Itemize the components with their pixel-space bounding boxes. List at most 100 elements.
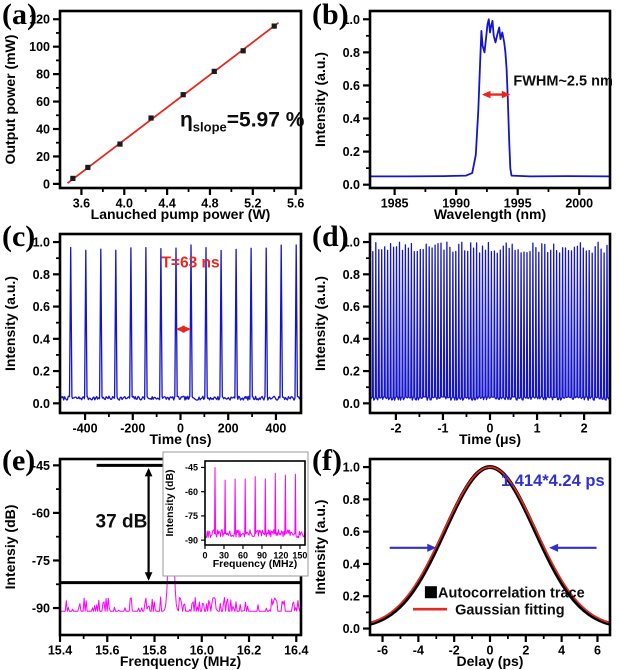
svg-text:2000: 2000 [565,196,593,210]
svg-text:FWHM~2.5 nm: FWHM~2.5 nm [513,74,613,90]
svg-text:15.8: 15.8 [142,643,166,657]
svg-text:-75: -75 [185,511,198,521]
svg-text:Intensity (a.u.): Intensity (a.u.) [312,500,328,595]
svg-text:Delay (ps): Delay (ps) [457,653,524,669]
svg-text:-75: -75 [32,554,50,568]
svg-text:60: 60 [238,550,248,560]
svg-text:16.4: 16.4 [284,643,308,657]
svg-text:-45: -45 [32,459,50,473]
svg-text:-2: -2 [449,643,460,657]
svg-text:-45: -45 [185,463,198,473]
svg-text:-200: -200 [120,421,145,435]
svg-text:-60: -60 [185,487,198,497]
svg-text:1985: 1985 [381,196,409,210]
svg-text:0.6: 0.6 [343,300,360,314]
svg-text:30: 30 [219,550,229,560]
svg-text:4: 4 [558,643,565,657]
svg-text:4.0: 4.0 [116,196,133,210]
svg-text:-4: -4 [413,643,424,657]
svg-text:0.2: 0.2 [343,365,360,379]
svg-text:1: 1 [534,421,541,435]
svg-text:3.6: 3.6 [73,196,90,210]
panel-d-plot: -2 -1 0 1 2 0.0 0.2 0.4 0.6 0.8 1.0 Time (μs) Intens… [312,232,612,447]
panel-e-label: (e) [2,444,36,477]
svg-text:2: 2 [581,421,588,435]
svg-text:Time (ns): Time (ns) [150,431,212,447]
svg-text:1.0: 1.0 [343,13,360,27]
svg-text:90: 90 [257,550,267,560]
svg-text:Wavelength (nm): Wavelength (nm) [434,206,546,222]
svg-text:0.0: 0.0 [343,178,360,192]
svg-text:Intensity (a.u.): Intensity (a.u.) [312,276,328,371]
svg-text:6: 6 [594,643,601,657]
svg-text:15.4: 15.4 [48,643,72,657]
svg-text:0: 0 [202,550,207,560]
panel-c-label: (c) [2,220,36,253]
panel-f-plot: -6 -4 -2 0 2 4 6 0.0 0.2 0.4 0.6 0.8 1.0 Delay (ps) In… [312,457,612,669]
svg-text:37 dB: 37 dB [96,511,148,532]
svg-text:4.8: 4.8 [201,196,218,210]
panel-c-plot: -400 -200 0 200 400 0.0 0.2 0.4 0.6 0.8 1.0 Time (n… [2,232,303,447]
svg-text:0: 0 [177,421,184,435]
svg-text:-60: -60 [32,506,50,520]
svg-text:0.2: 0.2 [343,590,360,604]
svg-text:Autocorrelation trace: Autocorrelation trace [438,585,585,601]
svg-text:Intensity (dB): Intensity (dB) [164,469,176,536]
svg-text:-2: -2 [390,421,401,435]
svg-text:120: 120 [29,13,50,27]
svg-text:16.0: 16.0 [190,643,214,657]
svg-text:0.0: 0.0 [343,622,360,636]
svg-text:0.6: 0.6 [33,300,50,314]
svg-text:0: 0 [487,421,494,435]
svg-text:120: 120 [273,550,288,560]
panel-a-label: (a) [2,0,37,31]
svg-text:40: 40 [36,123,50,137]
svg-text:4.4: 4.4 [158,196,175,210]
svg-text:0.6: 0.6 [343,525,360,539]
svg-text:0.4: 0.4 [343,112,360,126]
svg-text:0.4: 0.4 [33,332,50,346]
svg-text:Frenquency (MHz): Frenquency (MHz) [120,653,241,669]
svg-text:0.2: 0.2 [343,145,360,159]
svg-text:-6: -6 [377,643,388,657]
svg-text:16.2: 16.2 [237,643,261,657]
svg-text:0.2: 0.2 [33,365,50,379]
svg-text:1.0: 1.0 [33,236,50,250]
svg-text:0.0: 0.0 [343,397,360,411]
svg-text:2: 2 [522,643,529,657]
svg-text:-1: -1 [437,421,448,435]
panel-b-plot: 1985 1990 1995 2000 0.0 0.2 0.4 0.6 0.8 1.0 Wavele… [312,9,613,222]
svg-text:1.0: 1.0 [343,461,360,475]
svg-text:1995: 1995 [504,196,532,210]
panel-f-label: (f) [312,444,342,477]
svg-text:0.8: 0.8 [343,268,360,282]
svg-text:0.4: 0.4 [343,557,360,571]
svg-text:Gaussian fitting: Gaussian fitting [455,602,565,618]
svg-text:1990: 1990 [442,196,470,210]
svg-text:Lanuched pump power (W): Lanuched pump power (W) [91,206,271,222]
svg-text:5.2: 5.2 [244,196,261,210]
panel-d-label: (d) [312,220,349,253]
svg-text:Intensity (a.u.): Intensity (a.u.) [312,52,328,147]
svg-text:20: 20 [36,150,50,164]
svg-text:0.0: 0.0 [33,397,50,411]
svg-text:1.0: 1.0 [343,236,360,250]
svg-text:5.6: 5.6 [287,196,304,210]
svg-text:150: 150 [292,550,307,560]
svg-text:ηslope=5.97 %: ηslope=5.97 % [180,108,305,134]
svg-text:-90: -90 [32,602,50,616]
svg-text:60: 60 [36,95,50,109]
svg-text:400: 400 [266,421,287,435]
svg-text:-90: -90 [185,535,198,545]
panel-b-label: (b) [312,0,349,31]
svg-text:Frequency (MHz): Frequency (MHz) [213,558,298,570]
svg-text:80: 80 [36,68,50,82]
svg-text:T=63 ns: T=63 ns [161,255,219,272]
svg-text:0.6: 0.6 [343,79,360,93]
svg-text:-400: -400 [73,421,98,435]
panel-e-plot: 15.4 15.6 15.8 16.0 16.2 16.4 -45 -60 -75 -90 Fren… [2,451,309,669]
svg-text:1.414*4.24 ps: 1.414*4.24 ps [501,472,605,490]
panel-a-plot: 3.6 4.0 4.4 4.8 5.2 5.6 0 20 40 60 80 100 120 Lanuche… [2,9,305,222]
svg-text:Time (μs): Time (μs) [459,431,521,447]
